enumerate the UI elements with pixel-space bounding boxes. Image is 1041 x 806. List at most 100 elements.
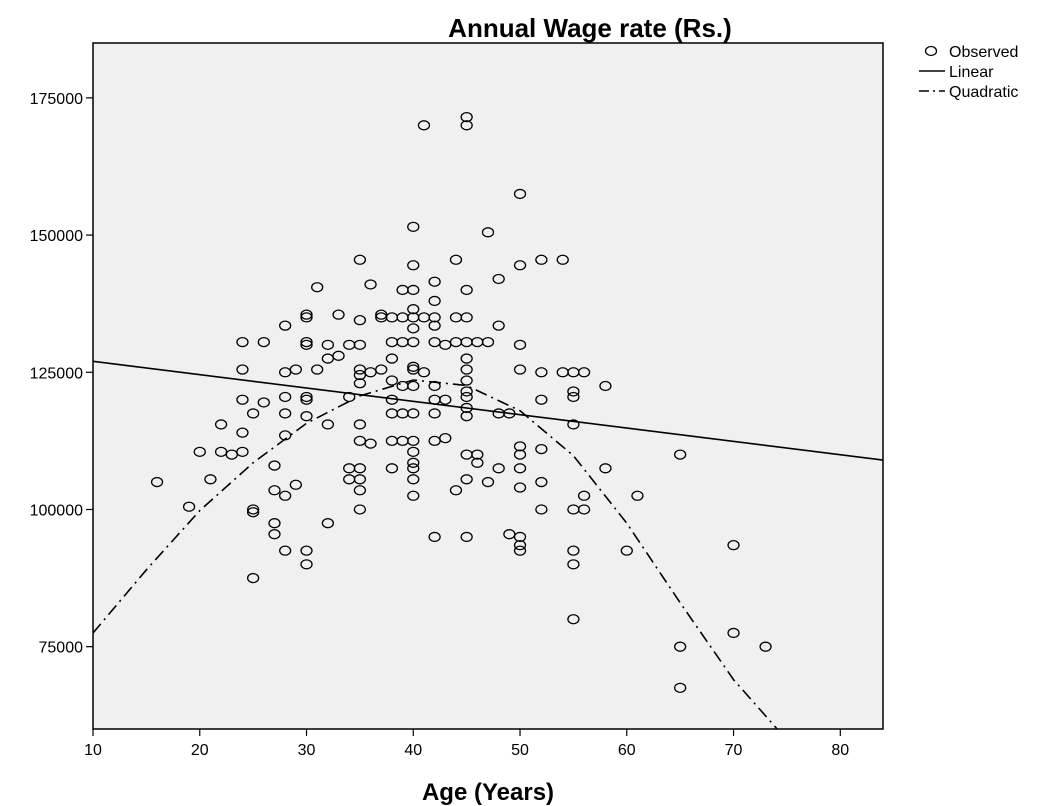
y-tick-label: 175000 (30, 91, 83, 108)
observed-point (246, 504, 260, 515)
observed-point (300, 545, 313, 556)
observed-point (513, 531, 527, 543)
observed-point (727, 540, 740, 551)
observed-point (439, 432, 452, 444)
observed-point (246, 572, 260, 584)
x-tick-label: 20 (191, 742, 209, 759)
observed-point (513, 482, 527, 493)
observed-point (407, 463, 420, 474)
observed-point (150, 476, 164, 488)
observed-point (599, 380, 612, 392)
observed-point (353, 504, 367, 515)
observed-point (321, 339, 335, 350)
observed-point (289, 364, 302, 375)
observed-point (353, 378, 367, 389)
observed-point (503, 408, 516, 419)
observed-point (460, 531, 473, 543)
x-tick-label: 40 (404, 742, 422, 759)
observed-point (332, 309, 345, 320)
observed-point (513, 188, 527, 200)
observed-point (214, 419, 228, 430)
observed-point (257, 336, 270, 348)
observed-point (492, 463, 505, 474)
observed-point (535, 443, 548, 455)
linear-fit-line (93, 360, 883, 461)
observed-point (759, 641, 772, 652)
observed-point (492, 320, 505, 331)
observed-point (289, 479, 302, 490)
observed-point (513, 545, 527, 556)
observed-points (150, 111, 772, 693)
observed-point (236, 394, 249, 405)
observed-point (279, 430, 292, 441)
observed-point (268, 529, 281, 540)
observed-point (513, 441, 527, 452)
observed-point (353, 474, 367, 485)
observed-point (300, 339, 313, 350)
observed-point (417, 367, 431, 378)
observed-point (407, 490, 420, 501)
observed-point (385, 394, 399, 405)
observed-point (449, 254, 463, 265)
observed-point (471, 449, 484, 460)
observed-point (279, 320, 292, 331)
observed-point (407, 408, 420, 419)
observed-point (428, 380, 441, 392)
observed-point (268, 485, 281, 496)
observed-point (268, 460, 281, 471)
legend-label-linear: Linear (949, 64, 994, 81)
observed-point (246, 507, 260, 518)
observed-point (353, 339, 367, 350)
observed-point (268, 518, 281, 529)
observed-point (727, 627, 740, 639)
observed-point (567, 391, 580, 403)
observed-point (471, 457, 484, 468)
observed-point (353, 314, 367, 326)
y-tick-label: 75000 (39, 640, 84, 657)
observed-point (279, 391, 292, 403)
observed-point (449, 485, 463, 496)
observed-point (460, 312, 473, 323)
observed-point (375, 364, 388, 375)
x-tick-label: 10 (84, 742, 102, 759)
observed-point (279, 490, 292, 501)
observed-point (535, 394, 548, 405)
observed-point (460, 411, 473, 422)
observed-point (567, 614, 580, 625)
observed-point (407, 304, 420, 315)
plot-area (92, 42, 884, 730)
observed-point (300, 391, 313, 403)
observed-point (428, 312, 441, 323)
observed-point (599, 463, 612, 474)
observed-point (353, 463, 367, 474)
observed-point (204, 474, 217, 485)
observed-point (300, 559, 313, 570)
observed-point (460, 386, 473, 397)
observed-point (364, 438, 377, 449)
observed-point (246, 408, 260, 419)
observed-point (407, 361, 420, 372)
x-tick-label: 80 (831, 742, 849, 759)
observed-point (460, 284, 473, 296)
observed-point (620, 545, 633, 556)
observed-point (513, 540, 527, 551)
observed-point (407, 446, 420, 458)
observed-point (407, 221, 420, 232)
observed-point (428, 276, 441, 287)
observed-point (300, 336, 313, 348)
observed-point (407, 323, 420, 334)
observed-point (460, 402, 473, 414)
observed-point (567, 545, 580, 556)
legend-observed-marker (924, 45, 938, 57)
y-tick-label: 150000 (30, 228, 83, 245)
y-axis: 75000 100000 125000 150000 175000 (30, 91, 93, 657)
observed-point (460, 364, 473, 375)
x-axis-label: Age (Years) (422, 779, 554, 806)
observed-point (193, 446, 206, 458)
observed-point (567, 419, 580, 430)
observed-point (236, 427, 249, 438)
observed-point (535, 367, 548, 378)
observed-point (236, 446, 249, 458)
observed-point (407, 336, 420, 348)
